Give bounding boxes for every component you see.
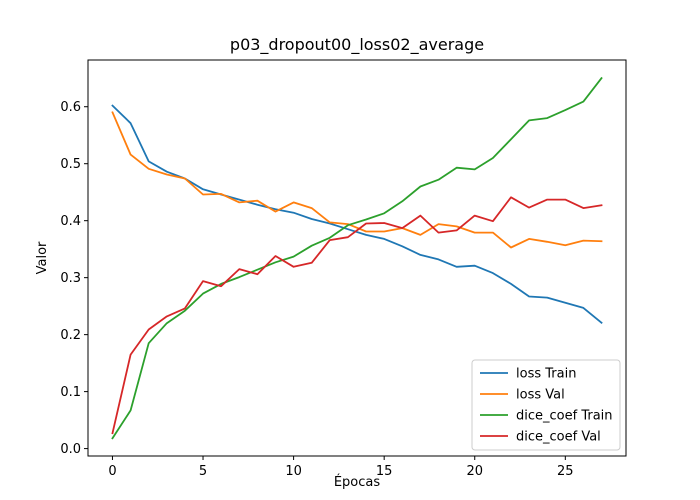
chart-title: p03_dropout00_loss02_average (230, 35, 484, 55)
plot-lines (111, 76, 603, 440)
y-tick-label: 0.6 (60, 100, 81, 115)
y-tick-label: 0.5 (60, 157, 81, 172)
x-tick-label: 0 (108, 464, 116, 479)
series-line-1 (111, 104, 603, 324)
legend: loss Train loss Val dice_coef Train dice_co… (471, 359, 621, 451)
legend-box (471, 359, 621, 451)
x-tick-label: 15 (376, 464, 393, 479)
y-tick-label: 0.3 (60, 271, 81, 286)
plot-frame (87, 59, 627, 457)
series-line-4 (111, 196, 603, 435)
y-axis-ticks: 0.0 0.1 0.2 0.3 0.4 0.5 0.6 (60, 100, 88, 457)
legend-label: loss Val (516, 388, 565, 403)
y-axis-label: Valor (35, 241, 50, 274)
series-line-2 (111, 111, 603, 249)
y-tick-label: 0.2 (60, 328, 81, 343)
x-axis-label: Épocas (334, 474, 381, 490)
legend-label: dice_coef Val (516, 430, 601, 445)
series-line-3 (111, 76, 603, 440)
x-axis-ticks: 0 5 10 15 20 25 (108, 456, 574, 479)
x-tick-label: 25 (557, 464, 574, 479)
legend-label: loss Train (516, 367, 576, 382)
y-tick-label: 0.0 (60, 442, 81, 457)
x-tick-label: 10 (285, 464, 302, 479)
y-tick-label: 0.1 (60, 385, 81, 400)
legend-label: dice_coef Train (516, 409, 613, 424)
x-tick-label: 5 (199, 464, 207, 479)
x-tick-label: 20 (466, 464, 483, 479)
y-tick-label: 0.4 (60, 214, 81, 229)
